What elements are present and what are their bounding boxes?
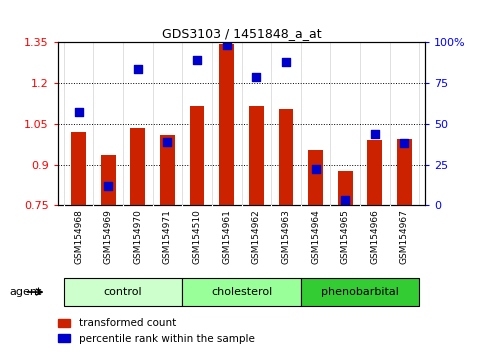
Bar bbox=[249, 106, 264, 205]
Text: GSM154966: GSM154966 bbox=[370, 209, 379, 264]
Point bbox=[282, 59, 290, 65]
Bar bbox=[101, 155, 116, 205]
Point bbox=[164, 139, 171, 145]
Text: GSM154967: GSM154967 bbox=[400, 209, 409, 264]
Bar bbox=[301, 278, 419, 306]
Point bbox=[104, 183, 112, 189]
Bar bbox=[397, 139, 412, 205]
Bar bbox=[71, 132, 86, 205]
Bar bbox=[130, 128, 145, 205]
Text: GSM154961: GSM154961 bbox=[222, 209, 231, 264]
Text: GSM154965: GSM154965 bbox=[341, 209, 350, 264]
Text: phenobarbital: phenobarbital bbox=[321, 287, 399, 297]
Text: agent: agent bbox=[10, 287, 42, 297]
Text: GSM154971: GSM154971 bbox=[163, 209, 172, 264]
Bar bbox=[160, 135, 175, 205]
Bar bbox=[308, 150, 323, 205]
Bar bbox=[338, 171, 353, 205]
Text: GSM154964: GSM154964 bbox=[311, 209, 320, 264]
Point bbox=[312, 166, 319, 172]
Point bbox=[223, 42, 230, 48]
Text: GSM154969: GSM154969 bbox=[104, 209, 113, 264]
Point bbox=[253, 74, 260, 80]
Text: GSM154962: GSM154962 bbox=[252, 209, 261, 264]
Point bbox=[134, 66, 142, 72]
Bar bbox=[64, 278, 182, 306]
Text: GSM154510: GSM154510 bbox=[193, 209, 201, 264]
Text: GSM154970: GSM154970 bbox=[133, 209, 142, 264]
Text: control: control bbox=[104, 287, 142, 297]
Bar bbox=[279, 109, 293, 205]
Point bbox=[371, 131, 379, 137]
Bar bbox=[182, 278, 301, 306]
Point bbox=[341, 197, 349, 202]
Bar bbox=[219, 44, 234, 205]
Point bbox=[400, 141, 408, 146]
Text: cholesterol: cholesterol bbox=[211, 287, 272, 297]
Bar bbox=[190, 106, 204, 205]
Point bbox=[193, 58, 201, 63]
Bar bbox=[367, 140, 382, 205]
Legend: transformed count, percentile rank within the sample: transformed count, percentile rank withi… bbox=[54, 314, 258, 348]
Text: GSM154968: GSM154968 bbox=[74, 209, 83, 264]
Title: GDS3103 / 1451848_a_at: GDS3103 / 1451848_a_at bbox=[162, 27, 321, 40]
Point bbox=[75, 109, 83, 115]
Text: GSM154963: GSM154963 bbox=[282, 209, 290, 264]
